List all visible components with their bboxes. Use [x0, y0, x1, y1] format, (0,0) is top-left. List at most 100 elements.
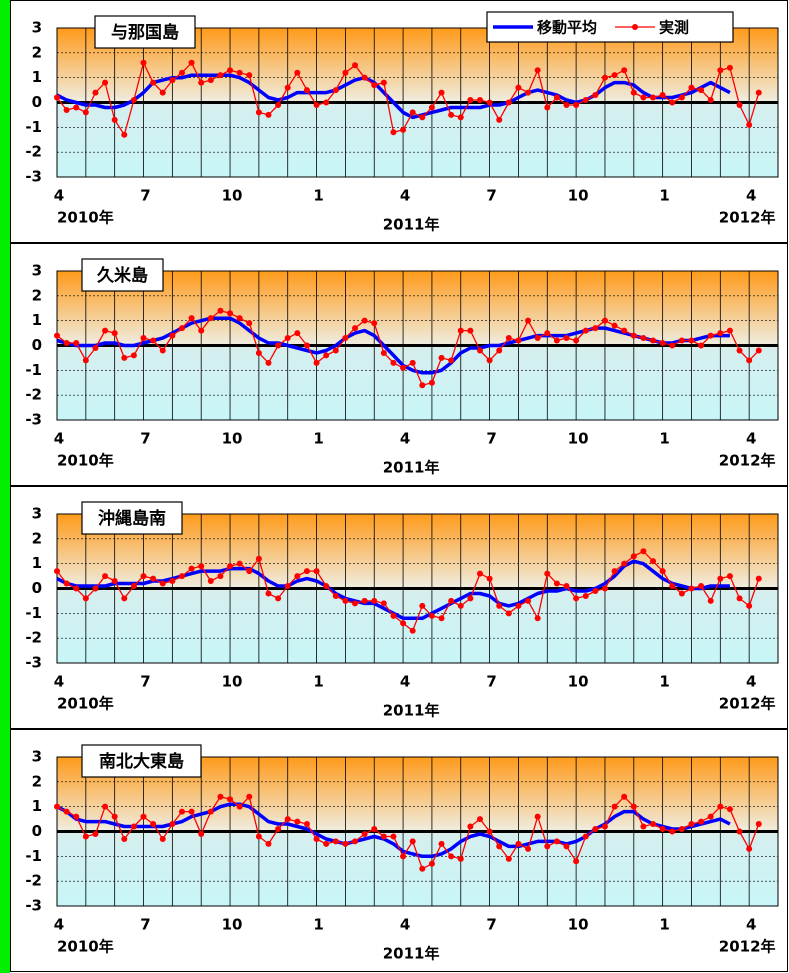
data-point — [371, 320, 378, 327]
data-point — [438, 615, 445, 622]
data-point — [284, 84, 291, 91]
y-tick-label: 3 — [32, 748, 42, 766]
legend-label: 実測 — [659, 19, 689, 37]
data-point — [630, 553, 637, 560]
data-point — [650, 94, 657, 101]
data-point — [342, 69, 349, 76]
data-point — [746, 602, 753, 609]
y-tick-label: 2 — [32, 529, 42, 547]
panel-title: 久米島 — [97, 265, 148, 286]
data-point — [400, 620, 407, 627]
legend-label: 移動平均 — [537, 19, 597, 37]
x-tick-label: 4 — [400, 916, 410, 934]
data-point — [159, 347, 166, 354]
data-point — [294, 69, 301, 76]
data-point — [352, 325, 359, 332]
side-strip — [0, 0, 10, 973]
data-point — [284, 583, 291, 590]
data-point — [255, 833, 262, 840]
y-tick-label: -1 — [25, 847, 42, 865]
data-point — [428, 612, 435, 619]
y-tick-label: -2 — [25, 143, 42, 161]
data-point — [640, 823, 647, 830]
data-point — [476, 816, 483, 823]
x-tick-label: 1 — [659, 430, 669, 448]
data-point — [63, 580, 70, 587]
data-point — [130, 352, 137, 359]
data-point — [515, 602, 522, 609]
data-point — [159, 835, 166, 842]
y-tick-label: 0 — [32, 579, 42, 597]
data-point — [275, 595, 282, 602]
data-point — [323, 583, 330, 590]
data-point — [102, 803, 109, 810]
data-point — [746, 121, 753, 128]
data-point — [313, 101, 320, 108]
y-tick-label: 1 — [32, 797, 42, 815]
data-point — [419, 114, 426, 121]
data-point — [275, 101, 282, 108]
data-point — [121, 595, 128, 602]
data-point — [102, 79, 109, 86]
data-point — [755, 89, 762, 96]
data-point — [707, 97, 714, 104]
data-point — [265, 111, 272, 118]
data-point — [544, 843, 551, 850]
data-point — [390, 129, 397, 136]
data-point — [361, 597, 368, 604]
data-point — [611, 803, 618, 810]
data-point — [707, 332, 714, 339]
year-label: 2011年 — [383, 459, 440, 477]
x-tick-label: 10 — [568, 187, 589, 205]
data-point — [428, 860, 435, 867]
x-tick-label: 4 — [746, 430, 756, 448]
data-point — [534, 615, 541, 622]
data-point — [390, 833, 397, 840]
data-point — [630, 803, 637, 810]
data-point — [659, 568, 666, 575]
data-point — [688, 337, 695, 344]
y-tick-label: 0 — [32, 822, 42, 840]
data-point — [601, 823, 608, 830]
plot-border — [56, 270, 779, 421]
data-point — [169, 332, 176, 339]
data-point — [92, 89, 99, 96]
data-point — [448, 111, 455, 118]
data-point — [563, 583, 570, 590]
data-point — [73, 585, 80, 592]
data-point — [582, 327, 589, 334]
data-point — [448, 597, 455, 604]
data-point — [227, 67, 234, 74]
data-point — [505, 610, 512, 617]
x-tick-label: 7 — [486, 916, 496, 934]
data-point — [573, 595, 580, 602]
x-tick-label: 10 — [568, 673, 589, 691]
data-point — [438, 840, 445, 847]
x-tick-label: 1 — [313, 673, 323, 691]
data-point — [371, 597, 378, 604]
data-point — [505, 855, 512, 862]
data-point — [525, 317, 532, 324]
x-tick-label: 4 — [400, 187, 410, 205]
data-point — [255, 349, 262, 356]
data-point — [207, 315, 214, 322]
data-point — [400, 126, 407, 133]
chart-panel: -3 -2 -1 0 1 2 3 4 7 10 1 4 7 10 1 4 2010年 2011年 2012年 与那国島… — [10, 0, 788, 243]
data-point — [563, 843, 570, 850]
y-tick-label: -3 — [25, 411, 42, 429]
x-tick-label: 4 — [400, 673, 410, 691]
data-point — [621, 327, 628, 334]
data-point — [294, 818, 301, 825]
data-point — [409, 359, 416, 366]
data-point — [534, 813, 541, 820]
title-box — [94, 15, 196, 49]
data-point — [650, 558, 657, 565]
data-point — [630, 89, 637, 96]
data-point — [121, 354, 128, 361]
data-point — [54, 94, 60, 101]
data-point — [111, 578, 118, 585]
y-tick-label: -2 — [25, 872, 42, 890]
data-point — [371, 82, 378, 89]
data-point — [361, 317, 368, 324]
chart-panel: -3 -2 -1 0 1 2 3 4 7 10 1 4 7 10 1 4 2010年 2011年 2012年 沖縄島南 — [10, 486, 788, 729]
